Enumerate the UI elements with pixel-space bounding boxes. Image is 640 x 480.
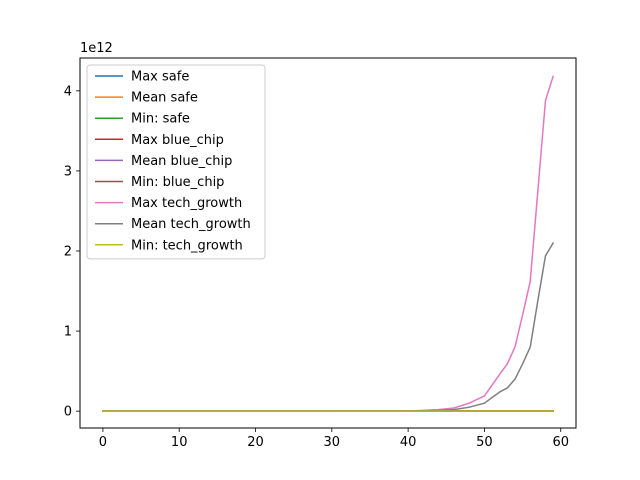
y-scale-label: 1e12 xyxy=(80,41,113,56)
y-tick-label-1: 1 xyxy=(64,325,72,340)
x-tick-label-0: 0 xyxy=(99,435,107,450)
x-axis: 0 10 20 30 40 50 60 xyxy=(99,428,569,450)
y-tick-label-2: 2 xyxy=(64,245,72,260)
x-tick-label-6: 60 xyxy=(552,435,569,450)
legend-label-2: Min: safe xyxy=(131,112,190,127)
y-tick-label-4: 4 xyxy=(64,84,72,99)
x-tick-label-3: 30 xyxy=(324,435,341,450)
legend-label-7: Mean tech_growth xyxy=(131,217,251,232)
legend-label-8: Min: tech_growth xyxy=(131,238,243,253)
x-tick-label-1: 10 xyxy=(171,435,188,450)
y-tick-label-0: 0 xyxy=(64,405,72,420)
legend-label-3: Max blue_chip xyxy=(131,133,224,148)
legend-label-6: Max tech_growth xyxy=(131,196,242,211)
legend: Max safe Mean safe Min: safe Max blue_chip M… xyxy=(86,64,266,260)
axes-frame xyxy=(79,57,577,429)
legend-label-5: Min: blue_chip xyxy=(131,175,224,190)
legend-frame xyxy=(86,64,266,260)
x-tick-label-5: 50 xyxy=(476,435,493,450)
legend-label-4: Mean blue_chip xyxy=(131,154,232,169)
y-axis: 0 1 2 3 4 xyxy=(64,84,80,420)
legend-label-1: Mean safe xyxy=(131,91,198,106)
x-tick-label-2: 20 xyxy=(247,435,264,450)
x-tick-label-4: 40 xyxy=(400,435,417,450)
y-tick-label-3: 3 xyxy=(64,164,72,179)
series-layer xyxy=(102,75,555,412)
legend-label-0: Max safe xyxy=(131,70,189,85)
